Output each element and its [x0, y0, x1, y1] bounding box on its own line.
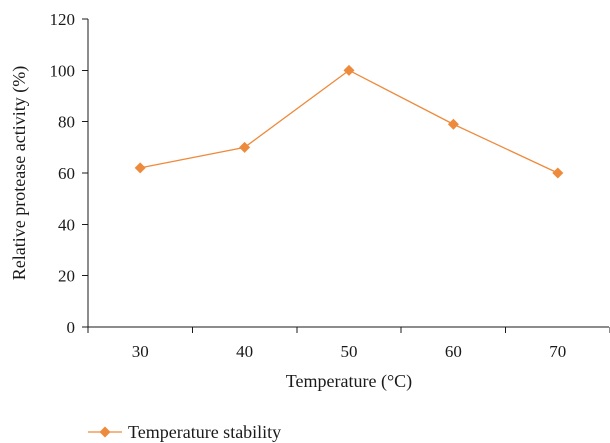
legend-diamond-marker: [99, 426, 111, 438]
y-tick-label: 120: [50, 10, 76, 29]
y-axis-title: Relative protease activity (%): [9, 66, 30, 280]
data-point-marker: [239, 141, 251, 153]
y-tick-label: 60: [58, 164, 75, 183]
series-line: [140, 69, 559, 174]
data-point-marker: [134, 162, 146, 174]
legend: Temperature stability: [88, 422, 281, 442]
data-point-marker: [447, 118, 459, 130]
x-tick-label: 50: [341, 342, 358, 361]
y-tick-label: 40: [58, 215, 75, 234]
y-tick-label: 100: [50, 61, 76, 80]
x-axis-ticks: 30 40 50 60 70: [87, 327, 610, 361]
data-point-marker: [552, 167, 564, 179]
y-tick-label: 0: [67, 318, 76, 337]
x-tick-label: 40: [236, 342, 253, 361]
x-tick-label: 30: [132, 342, 149, 361]
data-point-marker: [343, 64, 355, 76]
x-tick-label: 70: [549, 342, 566, 361]
y-axis-ticks: 0 20 40 60 80 100 120: [50, 10, 88, 337]
legend-label: Temperature stability: [128, 422, 281, 442]
chart-axes: [87, 19, 609, 328]
y-tick-label: 80: [58, 113, 75, 132]
series-layer: [134, 64, 564, 179]
y-tick-label: 20: [58, 267, 75, 286]
x-axis-title: Temperature (°C): [286, 371, 412, 392]
x-tick-label: 60: [445, 342, 462, 361]
